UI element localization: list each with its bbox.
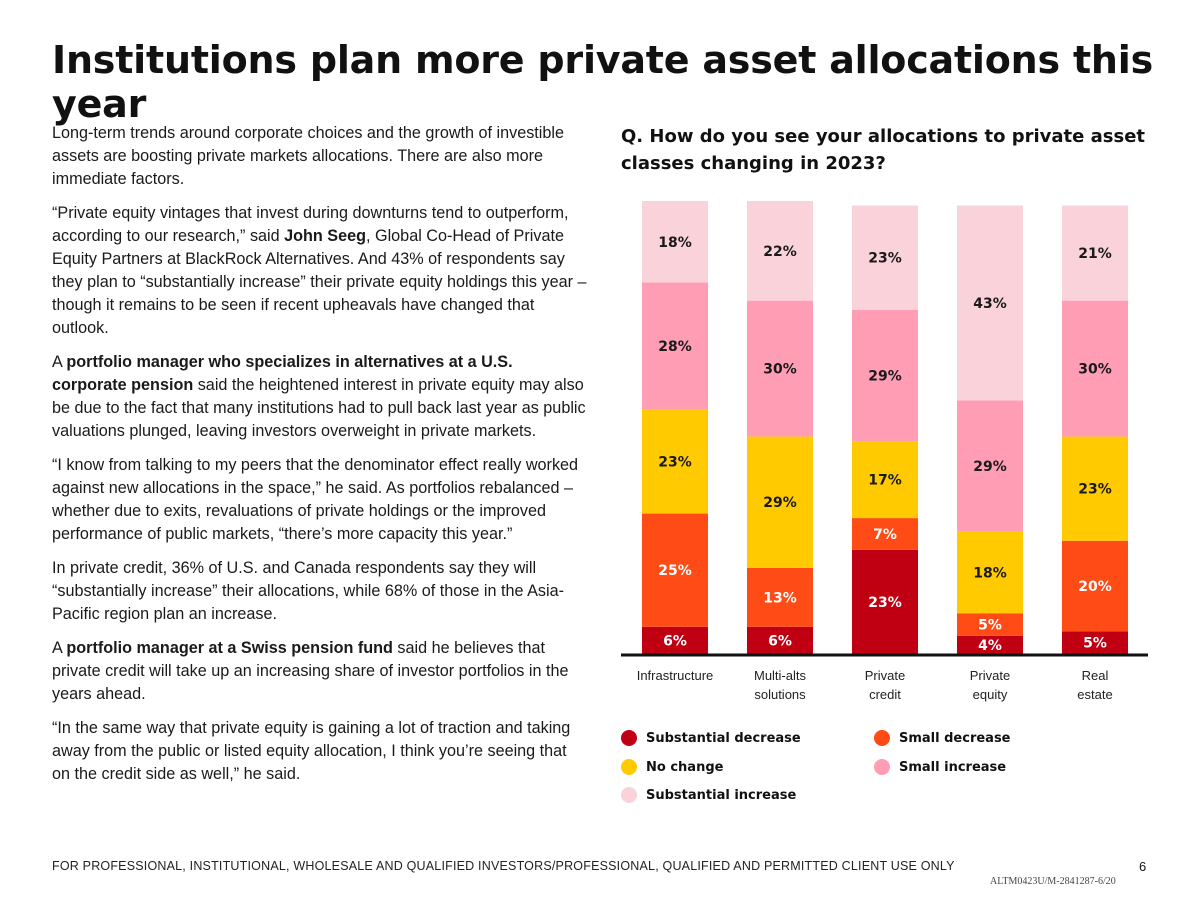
- category-label-2-1: credit: [869, 687, 901, 702]
- data-label-4-3: 30%: [1078, 362, 1112, 378]
- category-label-1-0: Multi-alts: [754, 668, 807, 683]
- legend-swatch-icon: [874, 730, 890, 746]
- paragraph-5: In private credit, 36% of U.S. and Canad…: [52, 559, 564, 623]
- data-label-2-1: 7%: [873, 527, 897, 543]
- data-label-2-4: 23%: [868, 251, 902, 267]
- footer-disclaimer: FOR PROFESSIONAL, INSTITUTIONAL, WHOLESA…: [52, 859, 955, 873]
- data-label-3-4: 43%: [973, 296, 1007, 312]
- bar-segment-2-3: [852, 309, 918, 442]
- data-label-0-1: 25%: [658, 563, 692, 579]
- data-label-4-4: 21%: [1078, 246, 1112, 262]
- paragraph-7: “In the same way that private equity is …: [52, 719, 571, 783]
- bar-segment-3-3: [957, 400, 1023, 532]
- paragraph-1: Long-term trends around corporate choice…: [52, 124, 565, 188]
- paragraph-3-text-a: A: [52, 353, 67, 371]
- chart-title: Q. How do you see your allocations to pr…: [621, 126, 1146, 174]
- bar-segment-1-3: [747, 300, 813, 437]
- category-label-4-1: estate: [1077, 687, 1112, 702]
- bar-segment-2-1: [852, 518, 918, 550]
- paragraph-2-text-c: , Global Co-Head of Private Equity Partn…: [52, 227, 587, 337]
- bar-segment-0-3: [642, 282, 708, 410]
- bar-segment-0-2: [642, 409, 708, 514]
- paragraph-2: “Private equity vintages that invest dur…: [52, 202, 587, 340]
- bar-segment-0-1: [642, 513, 708, 627]
- data-label-1-1: 13%: [763, 590, 797, 606]
- data-label-0-0: 6%: [663, 633, 687, 649]
- legend-item-3: Small increase: [874, 759, 1006, 775]
- legend-swatch-icon: [874, 759, 890, 775]
- paragraph-6-text-a: A: [52, 639, 67, 657]
- legend-label: Small decrease: [899, 730, 1011, 746]
- bar-segment-0-0: [642, 626, 708, 654]
- data-label-1-0: 6%: [768, 633, 792, 649]
- bar-segment-1-4: [747, 201, 813, 301]
- legend-label: No change: [646, 759, 724, 775]
- category-label-3-0: Private: [970, 668, 1010, 683]
- paragraph-6-bold: portfolio manager at a Swiss pension fun…: [66, 639, 393, 657]
- legend-label: Substantial decrease: [646, 730, 801, 746]
- data-label-0-4: 18%: [658, 235, 692, 251]
- bar-segment-4-3: [1062, 300, 1128, 437]
- data-label-4-1: 20%: [1078, 579, 1112, 595]
- legend-swatch-icon: [621, 787, 637, 803]
- bar-segment-3-2: [957, 531, 1023, 614]
- data-label-1-2: 29%: [763, 495, 797, 511]
- stacked-bar-chart: 6% 25% 23% 28% 18% Infrastructure 6% 13% 29% 30% 2…: [621, 201, 1148, 702]
- data-label-2-0: 23%: [868, 595, 902, 611]
- legend-swatch-icon: [621, 730, 637, 746]
- data-label-3-1: 5%: [978, 618, 1002, 634]
- category-label-0-0: Infrastructure: [637, 668, 714, 683]
- bar-segment-1-1: [747, 567, 813, 627]
- legend-item-2: No change: [621, 759, 723, 775]
- data-label-3-3: 29%: [973, 459, 1007, 475]
- bar-segment-2-0: [852, 549, 918, 654]
- bar-segment-4-1: [1062, 540, 1128, 632]
- legend-swatch-icon: [621, 759, 637, 775]
- page-title: Institutions plan more private asset all…: [52, 38, 1154, 126]
- bar-segment-1-0: [747, 626, 813, 654]
- bar-segment-3-1: [957, 613, 1023, 636]
- article-body: Long-term trends around corporate choice…: [52, 122, 587, 797]
- data-label-3-2: 18%: [973, 565, 1007, 581]
- paragraph-3-text-c: said the heightened interest in private …: [52, 376, 586, 440]
- data-label-4-2: 23%: [1078, 482, 1112, 498]
- paragraph-4: “I know from talking to my peers that th…: [52, 456, 579, 543]
- legend-item-0: Substantial decrease: [621, 730, 801, 746]
- legend-item-1: Small decrease: [874, 730, 1011, 746]
- data-label-1-4: 22%: [763, 244, 797, 260]
- document-code: ALTM0423U/M-2841287-6/20: [990, 876, 1116, 887]
- category-label-3-1: equity: [973, 687, 1008, 702]
- data-label-2-3: 29%: [868, 368, 902, 384]
- category-label-4-0: Real: [1082, 668, 1109, 683]
- legend-label: Small increase: [899, 759, 1007, 775]
- paragraph-6: A portfolio manager at a Swiss pension f…: [52, 637, 587, 706]
- paragraph-2-text-a: “Private equity vintages that invest dur…: [52, 204, 569, 245]
- data-label-4-0: 5%: [1083, 636, 1107, 652]
- data-label-3-0: 4%: [978, 638, 1002, 654]
- category-label-1-1: solutions: [754, 687, 806, 702]
- data-label-2-2: 17%: [868, 473, 902, 489]
- bar-segment-4-2: [1062, 436, 1128, 541]
- bar-segment-4-4: [1062, 205, 1128, 301]
- paragraph-2-bold: John Seeg: [284, 227, 366, 245]
- bar-segment-2-2: [852, 441, 918, 519]
- bar-segment-1-2: [747, 436, 813, 568]
- bar-segment-3-0: [957, 635, 1023, 654]
- bar-segment-0-4: [642, 201, 708, 283]
- category-label-2-0: Private: [865, 668, 905, 683]
- legend-item-4: Substantial increase: [621, 787, 796, 803]
- data-label-0-3: 28%: [658, 339, 692, 355]
- page-number: 6: [1139, 859, 1147, 874]
- paragraph-3-bold: portfolio manager who specializes in alt…: [52, 353, 513, 394]
- data-label-0-2: 23%: [658, 454, 692, 470]
- chart-legend: Substantial decrease Small decrease No cha…: [621, 730, 1181, 810]
- bar-segment-3-4: [957, 205, 1023, 401]
- bar-segment-4-0: [1062, 631, 1128, 654]
- data-label-1-3: 30%: [763, 362, 797, 378]
- paragraph-3: A portfolio manager who specializes in a…: [52, 351, 587, 443]
- paragraph-6-text-c: said he believes that private credit wil…: [52, 639, 569, 703]
- legend-label: Substantial increase: [646, 787, 797, 803]
- bar-segment-2-4: [852, 205, 918, 310]
